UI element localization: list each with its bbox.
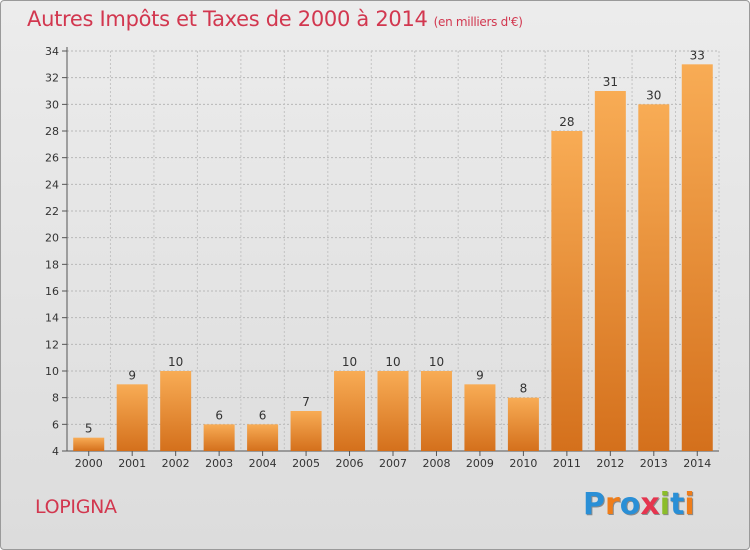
y-tick-label: 8	[52, 392, 59, 405]
logo-letter: i	[659, 487, 671, 522]
y-tick-label: 30	[45, 98, 59, 111]
bar[interactable]	[247, 424, 279, 451]
x-tick-label: 2005	[292, 457, 320, 470]
data-label: 8	[520, 382, 528, 396]
y-tick-label: 34	[45, 45, 59, 58]
x-tick-label: 2009	[466, 457, 494, 470]
x-tick-label: 2012	[596, 457, 624, 470]
bar[interactable]	[377, 371, 409, 451]
data-label: 10	[168, 355, 183, 369]
chart-title: Autres Impôts et Taxes de 2000 à 2014 (en…	[27, 7, 523, 31]
data-label: 31	[603, 75, 618, 89]
bars	[73, 64, 713, 452]
y-tick-label: 26	[45, 152, 59, 165]
bar[interactable]	[507, 397, 539, 451]
x-tick-label: 2014	[683, 457, 711, 470]
y-tick-label: 24	[45, 178, 59, 191]
data-label: 6	[259, 408, 267, 422]
bar[interactable]	[681, 64, 713, 452]
logo-letter: r	[605, 487, 620, 522]
data-label: 9	[476, 368, 484, 382]
x-tick-label: 2004	[249, 457, 277, 470]
x-tick-label: 2011	[553, 457, 581, 470]
bar[interactable]	[551, 131, 583, 451]
data-label: 5	[85, 422, 93, 436]
logo-letter: x	[640, 487, 660, 522]
bar[interactable]	[203, 424, 235, 451]
data-label: 10	[342, 355, 357, 369]
logo-letter: t	[670, 487, 685, 522]
bar[interactable]	[420, 371, 452, 451]
logo-letter: o	[619, 487, 641, 522]
bar[interactable]	[73, 437, 105, 451]
bar[interactable]	[638, 104, 670, 451]
data-label: 10	[429, 355, 444, 369]
x-tick-label: 2000	[75, 457, 103, 470]
bar[interactable]	[290, 411, 322, 451]
x-tick-label: 2003	[205, 457, 233, 470]
logo-letter: i	[684, 487, 695, 522]
data-label: 28	[559, 115, 574, 129]
data-labels: 5 9 10 6 6 7 10 10 10 9 8 28 31 30 33	[85, 48, 705, 435]
y-tick-label: 28	[45, 125, 59, 138]
proxiti-logo[interactable]: Proxiti	[583, 487, 695, 522]
y-tick-label: 16	[45, 285, 59, 298]
axes: 4 6 8 10 12 14 16 18 20 22 24 26 28 30 32 34 2000 2001 200…	[45, 45, 719, 470]
bar[interactable]	[594, 91, 626, 451]
y-tick-label: 6	[52, 418, 59, 431]
y-tick-label: 32	[45, 72, 59, 85]
data-label: 10	[385, 355, 400, 369]
bar[interactable]	[334, 371, 366, 451]
x-tick-label: 2002	[162, 457, 190, 470]
chart-subtitle: (en milliers d'€)	[433, 15, 523, 29]
y-tick-label: 18	[45, 258, 59, 271]
x-tick-label: 2006	[336, 457, 364, 470]
y-tick-label: 12	[45, 338, 59, 351]
data-label: 30	[646, 88, 661, 102]
x-tick-label: 2007	[379, 457, 407, 470]
data-label: 6	[215, 408, 223, 422]
logo-letter: P	[583, 487, 605, 522]
y-tick-label: 20	[45, 232, 59, 245]
x-tick-label: 2010	[509, 457, 537, 470]
x-tick-label: 2001	[118, 457, 146, 470]
chart-title-text: Autres Impôts et Taxes de 2000 à 2014	[27, 7, 428, 31]
bar[interactable]	[160, 371, 192, 451]
y-tick-label: 14	[45, 312, 59, 325]
y-tick-label: 4	[52, 445, 59, 458]
x-tick-label: 2008	[422, 457, 450, 470]
data-label: 9	[128, 368, 136, 382]
bar[interactable]	[464, 384, 496, 451]
data-label: 7	[302, 395, 310, 409]
x-tick-label: 2013	[640, 457, 668, 470]
commune-name: LOPIGNA	[35, 496, 117, 518]
bar[interactable]	[116, 384, 148, 451]
y-tick-label: 10	[45, 365, 59, 378]
y-tick-label: 22	[45, 205, 59, 218]
data-label: 33	[690, 48, 705, 62]
